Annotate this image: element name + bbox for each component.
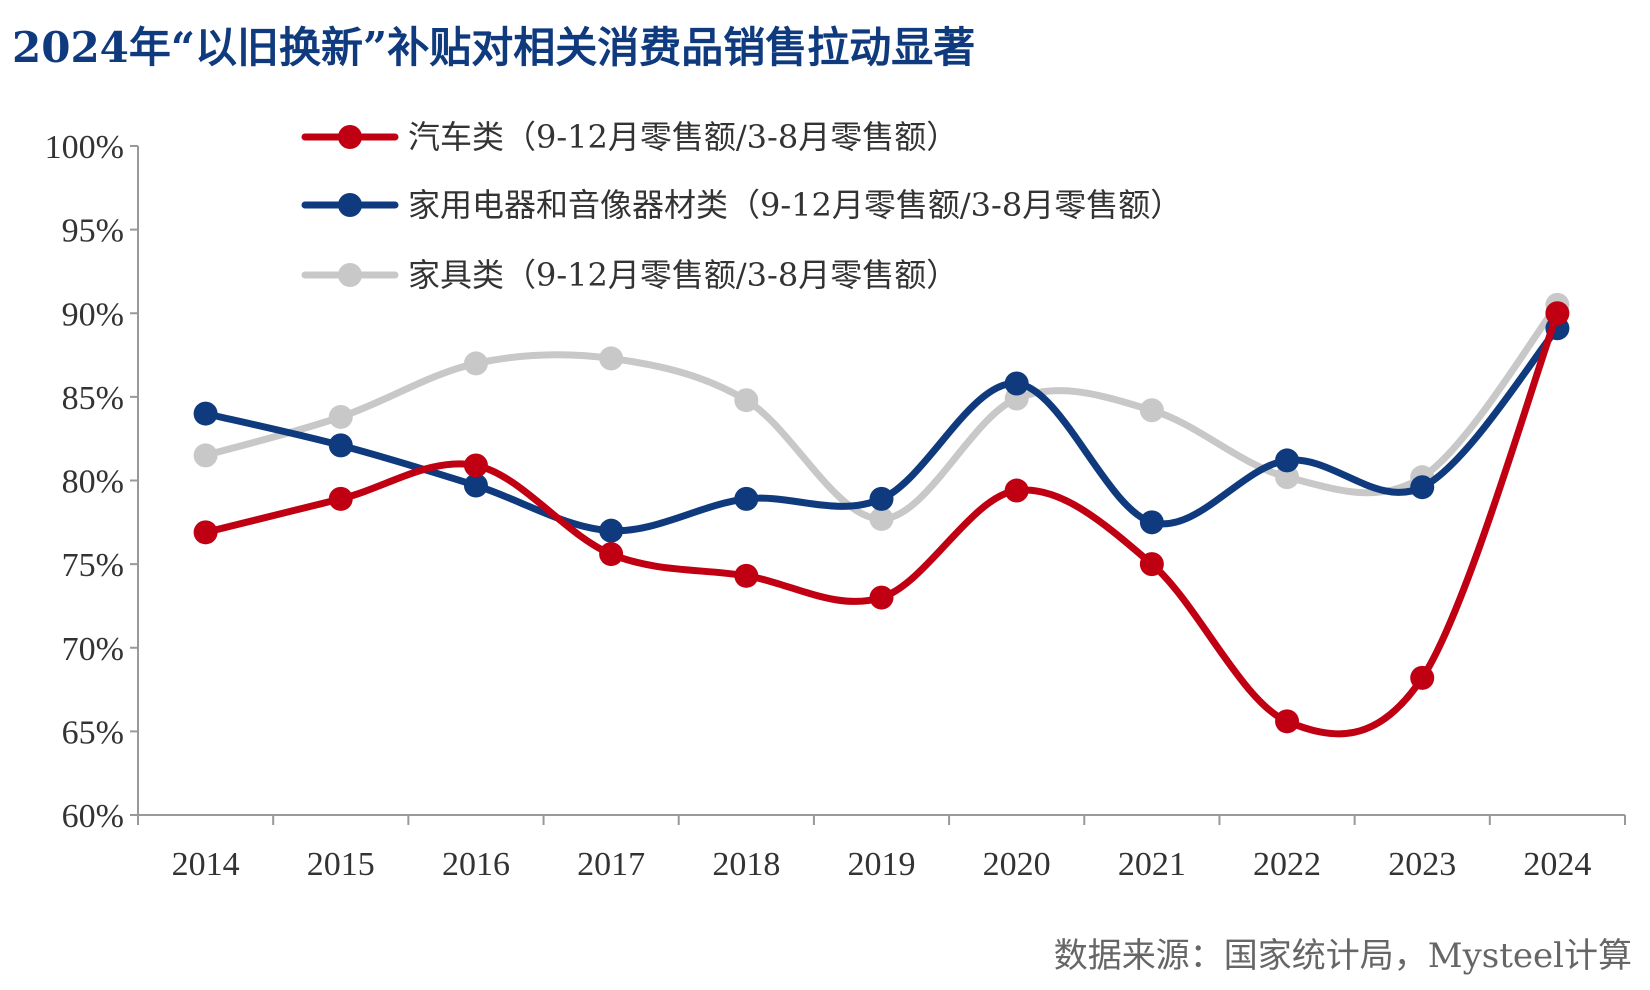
y-tick-label: 90% — [62, 296, 124, 333]
data-point-appliance — [734, 486, 759, 511]
data-point-appliance — [869, 486, 894, 511]
legend-swatch-marker — [338, 263, 362, 287]
data-point-furniture — [1275, 465, 1300, 490]
legend-swatch-marker — [338, 193, 362, 217]
data-point-auto — [463, 453, 488, 478]
data-point-auto — [869, 585, 894, 610]
y-tick-label: 60% — [62, 798, 124, 835]
series-auto — [193, 301, 1570, 738]
data-point-furniture — [463, 351, 488, 376]
data-point-furniture — [328, 404, 353, 429]
series-layer — [193, 292, 1570, 738]
data-point-furniture — [599, 346, 624, 371]
data-point-appliance — [1275, 448, 1300, 473]
legend-item-furniture: 家具类（9-12月零售额/3-8月零售额） — [301, 256, 958, 294]
data-point-auto — [1004, 478, 1029, 503]
data-point-auto — [1139, 552, 1164, 577]
data-point-furniture — [734, 388, 759, 413]
data-point-auto — [328, 486, 353, 511]
y-tick-label: 95% — [62, 213, 124, 250]
x-tick-label: 2015 — [307, 846, 375, 883]
x-tick-label: 2016 — [442, 846, 510, 883]
x-tick-label: 2020 — [983, 846, 1051, 883]
x-tick-label: 2018 — [712, 846, 780, 883]
data-point-furniture — [193, 443, 218, 468]
data-point-appliance — [328, 433, 353, 458]
chart-title: 2024年“以旧换新”补贴对相关消费品销售拉动显著 — [12, 23, 976, 72]
legend: 汽车类（9-12月零售额/3-8月零售额） 家用电器和音像器材类（9-12月零售额… — [301, 118, 1182, 294]
source-note: 数据来源：国家统计局，Mysteel计算 — [1053, 936, 1632, 976]
series-line-auto — [202, 309, 1561, 738]
series-appliance — [193, 316, 1570, 543]
data-point-appliance — [1139, 510, 1164, 535]
data-point-auto — [1410, 665, 1435, 690]
data-point-appliance — [463, 473, 488, 498]
y-tick-label: 80% — [62, 464, 124, 501]
y-tick-label: 100% — [45, 129, 124, 166]
series-line-appliance — [202, 324, 1561, 535]
data-point-auto — [1275, 709, 1300, 734]
y-tick-label: 70% — [62, 631, 124, 668]
data-point-appliance — [599, 518, 624, 543]
legend-label: 家用电器和音像器材类（9-12月零售额/3-8月零售额） — [408, 186, 1182, 224]
y-tick-label: 65% — [62, 714, 124, 751]
data-point-appliance — [1410, 475, 1435, 500]
legend-item-auto: 汽车类（9-12月零售额/3-8月零售额） — [301, 118, 958, 156]
data-point-appliance — [1004, 371, 1029, 396]
legend-item-appliance: 家用电器和音像器材类（9-12月零售额/3-8月零售额） — [301, 186, 1182, 224]
legend-swatch-marker — [338, 125, 362, 149]
y-tick-label: 75% — [62, 547, 124, 584]
x-tick-label: 2021 — [1118, 846, 1186, 883]
data-point-auto — [734, 563, 759, 588]
data-point-appliance — [193, 401, 218, 426]
x-tick-label: 2014 — [172, 846, 240, 883]
legend-label: 家具类（9-12月零售额/3-8月零售额） — [408, 256, 958, 294]
x-tick-label: 2023 — [1388, 846, 1456, 883]
axes: 60% 65% 70% 75% 80% 85% 90% 95% 100% 2014 2015 2016… — [45, 129, 1626, 883]
x-tick-label: 2022 — [1253, 846, 1321, 883]
x-tick-label: 2019 — [848, 846, 916, 883]
legend-label: 汽车类（9-12月零售额/3-8月零售额） — [408, 118, 958, 156]
series-line-furniture — [202, 301, 1561, 523]
data-point-auto — [599, 542, 624, 567]
data-point-furniture — [869, 506, 894, 531]
data-point-furniture — [1139, 398, 1164, 423]
y-tick-label: 85% — [62, 380, 124, 417]
x-tick-label: 2017 — [577, 846, 645, 883]
x-tick-label: 2024 — [1523, 846, 1591, 883]
data-point-auto — [1545, 301, 1570, 326]
data-point-auto — [193, 520, 218, 545]
